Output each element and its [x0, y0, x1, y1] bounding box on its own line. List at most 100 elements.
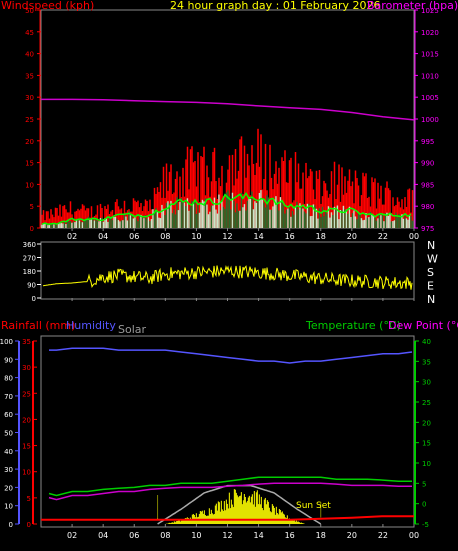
dir-tick-label: 180 [23, 268, 36, 276]
baro-tick-label: 990 [421, 160, 434, 168]
humidity-tick-label: 100 [0, 338, 13, 346]
x-tick-label: 02 [67, 531, 77, 540]
temp-tick-label: 5 [422, 480, 426, 488]
x-tick-label: 00 [409, 232, 419, 241]
baro-tick-label: 1025 [421, 7, 439, 15]
sunset-label: Sun Set [296, 501, 331, 511]
wind-tick-label: 0 [30, 225, 34, 233]
temp-tick-label: 30 [422, 379, 431, 387]
x-tick-label: 00 [409, 531, 419, 540]
baro-tick-label: 1010 [421, 72, 439, 80]
rainfall-line [41, 515, 414, 521]
wind-tick-label: 5 [30, 203, 34, 211]
x-tick-label: 04 [98, 531, 108, 540]
x-tick-label: 08 [160, 232, 170, 241]
humidity-tick-label: 40 [4, 448, 13, 456]
humidity-tick-label: 10 [4, 503, 13, 511]
x-tick-label: 14 [253, 531, 263, 540]
rainfall-axis-title: Rainfall (mm) [1, 319, 75, 332]
temp-tick-label: 0 [422, 501, 426, 509]
rain-tick-label: 0 [27, 521, 31, 529]
x-tick-label: 20 [347, 232, 357, 241]
humidity-tick-label: 0 [9, 521, 13, 529]
wind-tick-label: 35 [25, 72, 34, 80]
x-tick-label: 16 [285, 232, 295, 241]
wind-direction-line [42, 264, 413, 290]
compass-label: S [427, 266, 434, 279]
wind-tick-label: 20 [25, 138, 34, 146]
dewpoint-axis-title: Dew Point (°C) [388, 319, 458, 332]
baro-tick-label: 985 [421, 181, 434, 189]
wind-tick-label: 40 [25, 51, 34, 59]
barometer-line [41, 98, 415, 121]
humidity-tick-label: 60 [4, 411, 13, 419]
humidity-tick-label: 90 [4, 356, 13, 364]
wind-tick-label: 30 [25, 94, 34, 102]
dir-tick-label: 270 [23, 255, 36, 263]
wind-tick-label: 25 [25, 116, 34, 124]
compass-label: W [427, 253, 438, 266]
temperature-line [48, 476, 412, 497]
baro-tick-label: 995 [421, 138, 434, 146]
dewpoint-line [48, 482, 412, 501]
dir-tick-label: 90 [27, 282, 36, 290]
humidity-tick-label: 80 [4, 375, 13, 383]
wind-tick-label: 50 [25, 7, 34, 15]
temp-tick-label: 40 [422, 338, 431, 346]
temp-tick-label: 10 [422, 460, 431, 468]
x-tick-label: 04 [98, 232, 108, 241]
chart-marks: 0510152025303540455097598098599099510001… [0, 7, 439, 540]
x-tick-label: 10 [191, 232, 201, 241]
x-tick-label: 22 [378, 232, 388, 241]
temp-tick-label: 35 [422, 358, 431, 366]
x-tick-label: 14 [253, 232, 263, 241]
compass-label: N [427, 293, 435, 306]
rain-tick-label: 5 [27, 495, 31, 503]
x-tick-label: 12 [222, 531, 232, 540]
wind-tick-label: 15 [25, 160, 34, 168]
baro-tick-label: 1005 [421, 94, 439, 102]
baro-tick-label: 980 [421, 203, 434, 211]
temp-tick-label: -5 [422, 521, 429, 529]
x-tick-label: 08 [160, 531, 170, 540]
direction-panel-frame [40, 241, 415, 300]
x-tick-label: 18 [316, 531, 326, 540]
baro-tick-label: 1000 [421, 116, 439, 124]
x-tick-label: 06 [129, 531, 139, 540]
x-tick-label: 20 [347, 531, 357, 540]
humidity-axis-title: Humidity [66, 319, 116, 332]
x-tick-label: 18 [316, 232, 326, 241]
temp-tick-label: 25 [422, 399, 431, 407]
x-tick-label: 10 [191, 531, 201, 540]
rain-tick-label: 35 [22, 338, 31, 346]
lower-panel-frame [40, 335, 415, 528]
temperature-axis-title: Temperature (°C) [305, 319, 401, 332]
rain-tick-label: 30 [22, 364, 31, 372]
wind-tick-label: 10 [25, 181, 34, 189]
x-tick-label: 02 [67, 232, 77, 241]
humidity-tick-label: 30 [4, 466, 13, 474]
humidity-line [49, 347, 413, 364]
humidity-tick-label: 70 [4, 393, 13, 401]
wind-tick-label: 45 [25, 29, 34, 37]
rain-tick-label: 10 [22, 469, 31, 477]
humidity-tick-label: 20 [4, 484, 13, 492]
temp-tick-label: 15 [422, 440, 431, 448]
compass-label: N [427, 239, 435, 252]
solar-label: Solar [118, 323, 147, 336]
graph-title: 24 hour graph day : 01 February 2026 [170, 0, 381, 12]
windspeed-axis-title: Windspeed (kph) [1, 0, 94, 12]
temp-tick-label: 20 [422, 419, 431, 427]
dir-tick-label: 0 [32, 295, 36, 303]
rain-tick-label: 15 [22, 443, 31, 451]
x-tick-label: 16 [285, 531, 295, 540]
compass-label: E [427, 280, 434, 293]
rain-tick-label: 25 [22, 390, 31, 398]
humidity-tick-label: 50 [4, 430, 13, 438]
wind-average-line [41, 191, 412, 226]
x-tick-label: 12 [222, 232, 232, 241]
x-tick-label: 06 [129, 232, 139, 241]
barometer-axis-title: Barometer (hpa) [367, 0, 458, 12]
x-tick-label: 22 [378, 531, 388, 540]
